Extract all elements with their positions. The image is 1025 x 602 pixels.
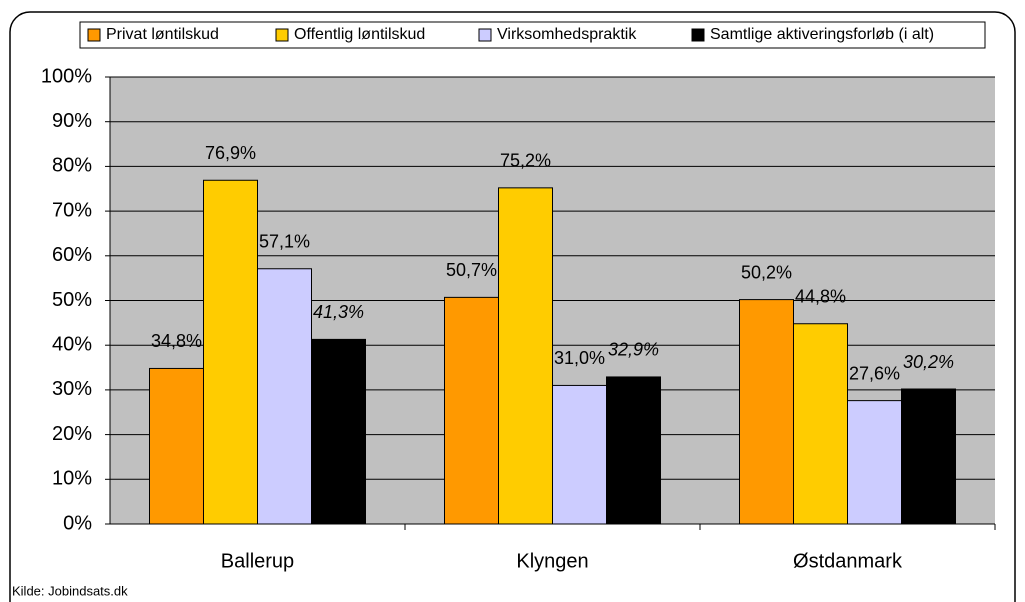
legend-swatch bbox=[478, 28, 492, 42]
x-tick-label: Ballerup bbox=[221, 550, 294, 572]
legend-label: Offentlig løntilskud bbox=[294, 26, 425, 43]
bar bbox=[444, 296, 499, 525]
y-tick-label: 50% bbox=[52, 289, 92, 311]
bar bbox=[739, 299, 794, 525]
bar bbox=[149, 367, 204, 525]
y-tick-label: 70% bbox=[52, 199, 92, 221]
legend-label: Virksomhedspraktik bbox=[497, 26, 637, 43]
bar bbox=[793, 323, 848, 525]
data-label: 31,0% bbox=[554, 348, 605, 368]
x-tick-label: Klyngen bbox=[516, 550, 588, 572]
data-label: 27,6% bbox=[849, 363, 900, 383]
legend-swatch bbox=[275, 28, 289, 42]
data-label: 34,8% bbox=[151, 331, 202, 351]
y-tick-label: 100% bbox=[41, 65, 92, 87]
data-label: 76,9% bbox=[205, 143, 256, 163]
data-label: 44,8% bbox=[795, 286, 846, 306]
data-label: 75,2% bbox=[500, 151, 551, 171]
bar bbox=[552, 384, 607, 525]
data-label: 30,2% bbox=[903, 352, 954, 372]
bar bbox=[498, 187, 553, 525]
data-label: 57,1% bbox=[259, 232, 310, 252]
bar bbox=[203, 179, 258, 525]
legend-swatch bbox=[87, 28, 101, 42]
y-tick-label: 60% bbox=[52, 244, 92, 266]
bar bbox=[606, 376, 661, 525]
bar bbox=[847, 400, 902, 525]
legend-swatch bbox=[691, 28, 705, 42]
legend-label: Samtlige aktiveringsforløb (i alt) bbox=[710, 26, 934, 43]
y-tick-label: 80% bbox=[52, 155, 92, 177]
data-label: 50,2% bbox=[741, 262, 792, 282]
bar bbox=[311, 338, 366, 525]
source: Kilde: Jobindsats.dk bbox=[12, 583, 128, 598]
bar bbox=[901, 388, 956, 525]
y-tick-label: 20% bbox=[52, 423, 92, 445]
data-label: 41,3% bbox=[313, 302, 364, 322]
legend-box bbox=[79, 21, 986, 49]
y-tick-label: 0% bbox=[63, 512, 92, 534]
bar bbox=[257, 268, 312, 525]
legend-label: Privat løntilskud bbox=[106, 26, 219, 43]
y-tick-label: 90% bbox=[52, 110, 92, 132]
data-label: 32,9% bbox=[608, 340, 659, 360]
data-label: 50,7% bbox=[446, 260, 497, 280]
y-tick-label: 40% bbox=[52, 333, 92, 355]
y-tick-label: 10% bbox=[52, 468, 92, 490]
y-tick-label: 30% bbox=[52, 378, 92, 400]
x-tick-label: Østdanmark bbox=[793, 550, 903, 572]
